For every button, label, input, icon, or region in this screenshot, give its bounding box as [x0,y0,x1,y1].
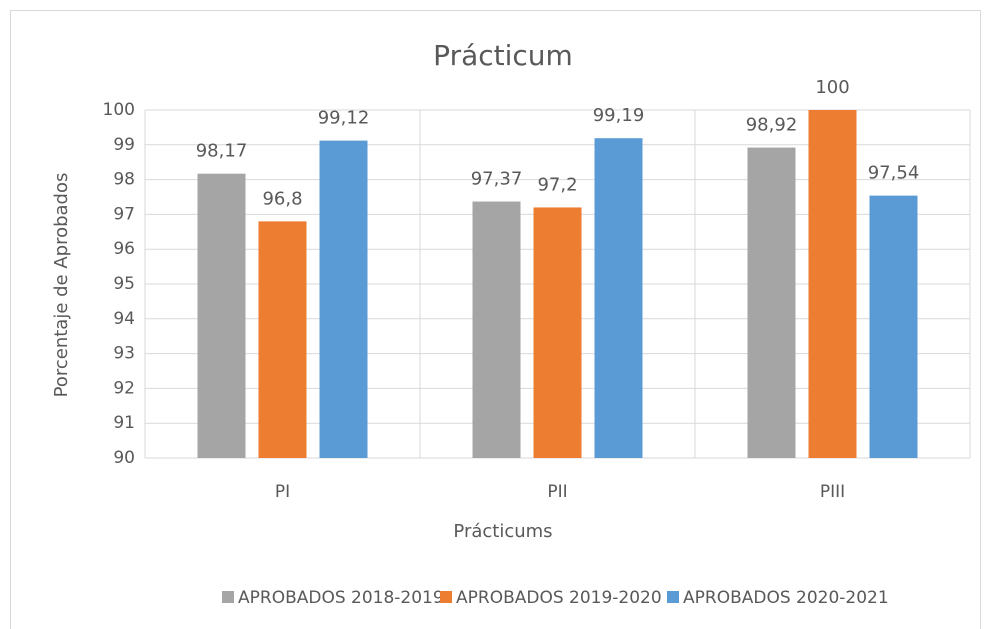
y-tick-label: 92 [113,378,135,398]
bar [197,173,246,458]
data-label: 96,8 [262,188,302,209]
x-tick-label: PII [547,482,567,502]
y-tick-label: 96 [113,239,135,259]
y-tick-label: 95 [113,274,135,294]
data-label: 98,92 [746,115,798,136]
y-tick-label: 91 [113,413,135,433]
legend-label: APROBADOS 2019-2020 [456,588,662,608]
legend-label: APROBADOS 2018-2019 [238,588,444,608]
bar [319,140,368,458]
data-label: 99,12 [318,108,370,129]
chart-title: Prácticum [433,39,573,72]
legend-label: APROBADOS 2020-2021 [683,588,889,608]
data-label: 98,17 [196,141,248,162]
y-tick-label: 94 [113,309,135,329]
bar [594,138,643,459]
y-tick-label: 98 [113,170,135,190]
y-tick-label: 93 [113,344,135,364]
x-tick-label: PI [275,482,290,502]
y-tick-label: 99 [113,135,135,155]
data-label: 97,2 [537,174,577,195]
bar [808,110,857,458]
data-label: 99,19 [593,105,645,126]
y-tick-label: 100 [103,100,135,120]
data-label: 97,54 [868,163,920,184]
bar [533,207,582,458]
y-tick-label: 90 [113,448,135,468]
bar [747,147,796,459]
legend-swatch [440,591,452,603]
bar [258,221,307,458]
legend-swatch [667,591,679,603]
bar [472,201,521,459]
x-tick-label: PIII [820,482,845,502]
data-label: 100 [815,77,849,98]
bar [869,195,918,458]
y-tick-label: 97 [113,204,135,224]
x-axis-title: Prácticums [453,521,552,542]
data-label: 97,37 [471,169,523,190]
legend-swatch [222,591,234,603]
y-axis-title: Porcentaje de Aprobados [51,173,72,398]
